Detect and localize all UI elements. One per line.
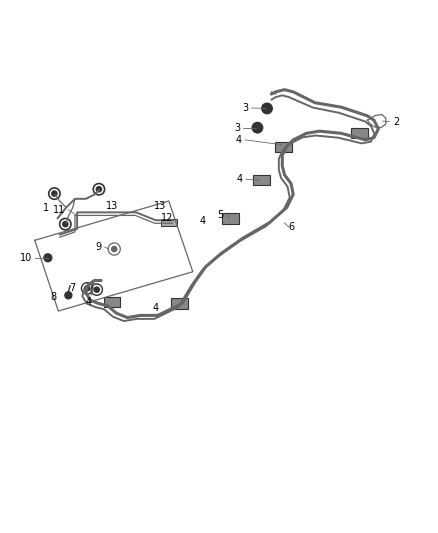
FancyBboxPatch shape [223,213,239,224]
FancyBboxPatch shape [351,128,368,139]
Text: 10: 10 [20,253,32,263]
Text: 2: 2 [394,117,400,126]
FancyBboxPatch shape [276,142,292,152]
Circle shape [44,254,52,262]
Circle shape [94,287,99,292]
Text: 13: 13 [106,201,118,211]
Text: 4: 4 [152,303,159,313]
Text: 5: 5 [217,210,223,220]
Bar [161,220,177,227]
Text: 8: 8 [50,292,57,302]
Text: 4: 4 [85,297,92,308]
Circle shape [112,246,117,252]
Circle shape [262,103,272,114]
Text: 13: 13 [154,201,166,211]
Circle shape [252,123,263,133]
Circle shape [96,187,102,192]
Circle shape [65,292,72,299]
Text: 11: 11 [53,205,65,215]
Text: 4: 4 [237,174,243,184]
FancyBboxPatch shape [171,298,188,309]
Circle shape [85,286,90,291]
Text: 4: 4 [200,216,206,225]
Text: 9: 9 [96,242,102,252]
Text: 7: 7 [70,284,76,293]
Text: 4: 4 [236,135,242,145]
Text: 3: 3 [242,103,248,113]
Circle shape [52,191,57,196]
Text: 12: 12 [161,213,174,223]
Circle shape [63,222,68,227]
Text: 6: 6 [288,222,294,232]
FancyBboxPatch shape [104,297,120,308]
Text: 1: 1 [42,203,49,213]
Text: 3: 3 [234,123,240,133]
FancyBboxPatch shape [254,175,270,185]
